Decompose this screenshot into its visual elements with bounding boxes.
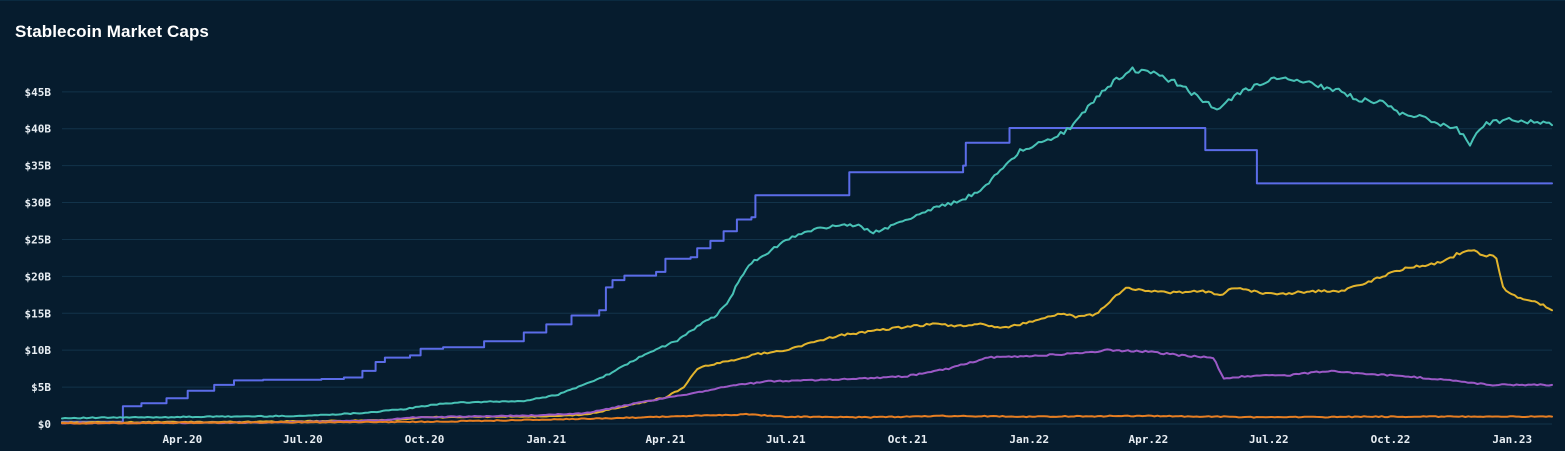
series-line — [61, 127, 1553, 423]
x-tick-label: Jan.21 — [526, 433, 566, 446]
x-tick-label: Jul.21 — [766, 433, 806, 446]
y-tick-label: $45B — [25, 86, 52, 99]
x-tick-label: Apr.21 — [646, 433, 686, 446]
x-tick-label: Oct.22 — [1371, 433, 1411, 446]
y-tick-label: $35B — [25, 160, 52, 173]
y-tick-label: $30B — [25, 197, 52, 210]
series-line — [61, 412, 1553, 425]
x-tick-label: Apr.20 — [163, 433, 203, 446]
y-tick-label: $15B — [25, 307, 52, 320]
x-tick-label: Jan.23 — [1492, 433, 1532, 446]
y-tick-label: $0 — [38, 418, 51, 431]
x-tick-label: Jul.20 — [283, 433, 323, 446]
x-tick-label: Jan.22 — [1009, 433, 1049, 446]
y-tick-label: $20B — [25, 270, 52, 283]
series-line — [61, 348, 1553, 425]
x-tick-label: Apr.22 — [1129, 433, 1169, 446]
chart-title: Stablecoin Market Caps — [15, 22, 209, 41]
y-tick-label: $40B — [25, 123, 52, 136]
y-tick-label: $25B — [25, 233, 52, 246]
y-tick-label: $10B — [25, 344, 52, 357]
y-tick-label: $5B — [31, 381, 51, 394]
series-line — [61, 66, 1553, 420]
x-tick-label: Oct.20 — [405, 433, 445, 446]
x-tick-label: Jul.22 — [1249, 433, 1289, 446]
x-tick-label: Oct.21 — [888, 433, 928, 446]
